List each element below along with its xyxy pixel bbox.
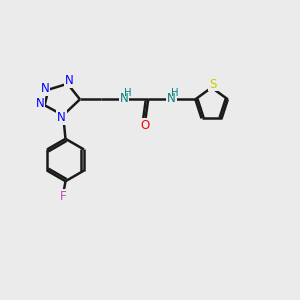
Text: N: N — [167, 92, 176, 105]
Text: N: N — [120, 92, 128, 105]
Text: S: S — [209, 77, 217, 91]
Text: N: N — [36, 97, 44, 110]
Text: F: F — [60, 190, 67, 203]
Text: N: N — [65, 74, 74, 87]
Text: O: O — [140, 119, 149, 132]
Text: H: H — [124, 88, 132, 98]
Text: N: N — [40, 82, 49, 95]
Text: H: H — [171, 88, 179, 98]
Text: N: N — [57, 111, 66, 124]
